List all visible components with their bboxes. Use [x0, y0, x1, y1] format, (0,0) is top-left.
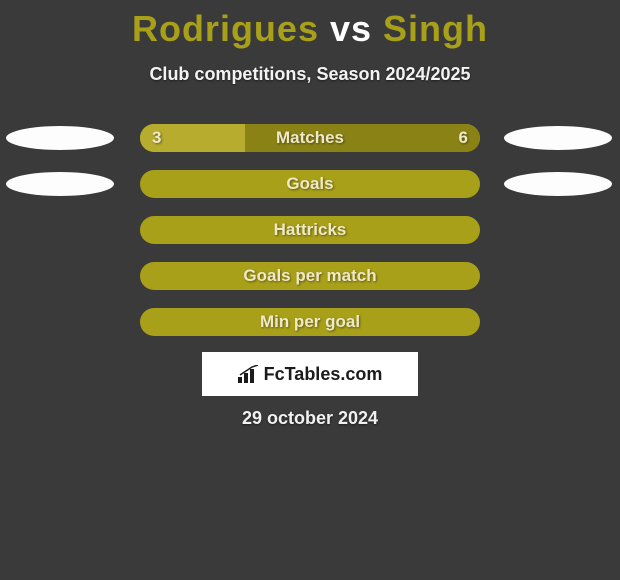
bar-segment-right: [245, 124, 480, 152]
stat-row: Hattricks: [0, 216, 620, 262]
player1-name: Rodrigues: [132, 8, 319, 49]
stat-row: Goals per match: [0, 262, 620, 308]
stat-bar: [140, 262, 480, 290]
stat-bar: [140, 216, 480, 244]
chart-icon: [238, 365, 260, 383]
logo-text: FcTables.com: [264, 364, 383, 385]
stat-value-right: 6: [459, 124, 468, 152]
stat-row: Matches36: [0, 124, 620, 170]
stat-rows: Matches36GoalsHattricksGoals per matchMi…: [0, 124, 620, 354]
player2-bubble: [504, 126, 612, 150]
subtitle: Club competitions, Season 2024/2025: [0, 64, 620, 85]
player1-bubble: [6, 172, 114, 196]
player2-bubble: [504, 172, 612, 196]
stat-bar: [140, 308, 480, 336]
player1-bubble: [6, 126, 114, 150]
vs-separator: vs: [330, 8, 372, 49]
logo: FcTables.com: [238, 364, 383, 385]
stat-value-left: 3: [152, 124, 161, 152]
stat-row: Goals: [0, 170, 620, 216]
logo-box: FcTables.com: [202, 352, 418, 396]
stat-bar: [140, 124, 480, 152]
stat-bar: [140, 170, 480, 198]
comparison-title: Rodrigues vs Singh: [0, 0, 620, 50]
player2-name: Singh: [383, 8, 488, 49]
stat-row: Min per goal: [0, 308, 620, 354]
date-label: 29 october 2024: [0, 408, 620, 429]
